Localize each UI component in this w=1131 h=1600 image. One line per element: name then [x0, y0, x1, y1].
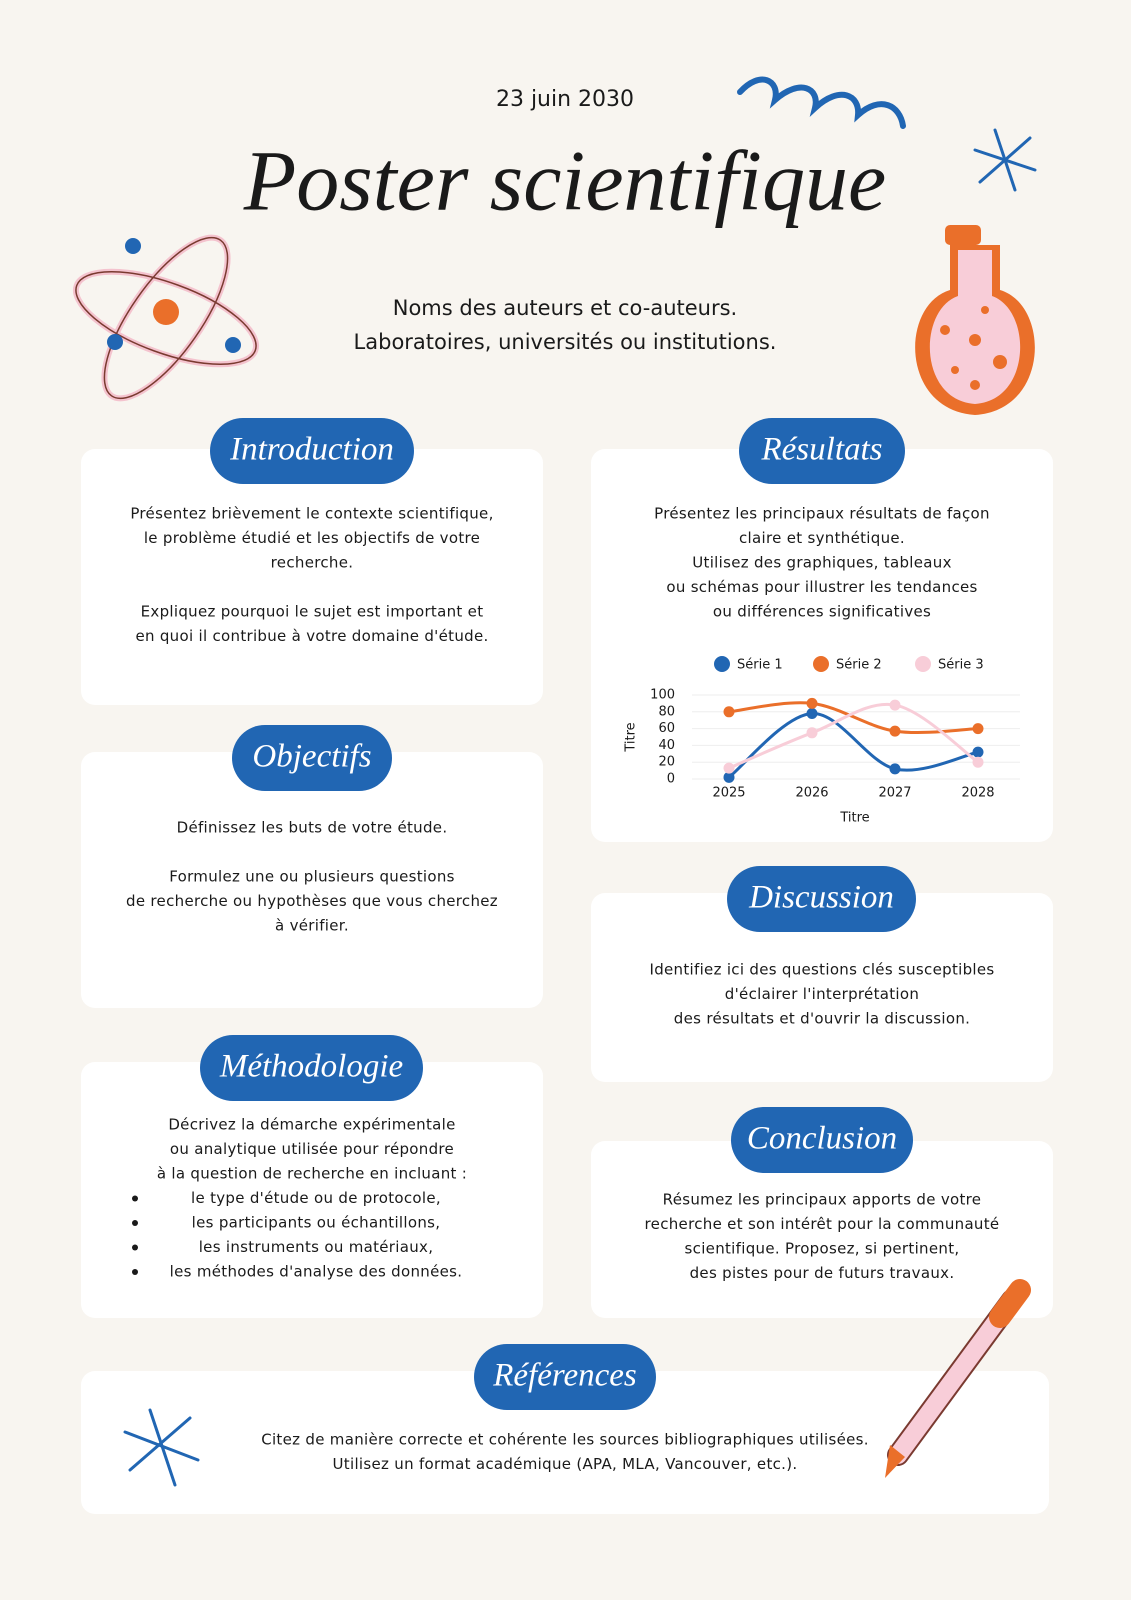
section-text: Décrivez la démarche expérimentale: [168, 1116, 455, 1134]
star-top: [973, 128, 1037, 192]
section-title: Résultats: [761, 432, 883, 468]
section-pill: [232, 725, 392, 791]
legend-marker: [915, 656, 931, 672]
flask: [915, 225, 1035, 415]
y-tick-label: 0: [667, 772, 675, 787]
section-title: Méthodologie: [219, 1049, 403, 1085]
section-text: Citez de manière correcte et cohérente l…: [261, 1431, 869, 1449]
date: 23 juin 2030: [496, 87, 634, 112]
section-pill: [727, 866, 916, 932]
section-card: [81, 1371, 1049, 1514]
x-axis-title: Titre: [839, 811, 869, 826]
y-tick-label: 40: [658, 738, 675, 753]
x-tick-label: 2028: [961, 786, 994, 801]
section-title: Références: [492, 1358, 637, 1394]
section-text: des pistes pour de futurs travaux.: [690, 1264, 955, 1282]
section-title: Conclusion: [747, 1121, 897, 1157]
title: Poster scientifique: [243, 133, 886, 229]
y-axis-title: Titre: [624, 722, 639, 752]
data-point: [972, 723, 984, 735]
data-point: [889, 699, 901, 711]
data-point: [972, 756, 984, 768]
data-point: [806, 727, 818, 739]
series-line: [728, 711, 979, 779]
section-text: Présentez les principaux résultats de fa…: [654, 505, 990, 523]
section-title: Discussion: [748, 880, 894, 916]
section-pill: [210, 418, 414, 484]
legend-marker: [813, 656, 829, 672]
bullet: [132, 1244, 138, 1251]
data-point: [723, 706, 735, 718]
data-point: [723, 771, 735, 783]
bullet: [132, 1269, 138, 1275]
list-item: le type d'étude ou de protocole,: [191, 1189, 441, 1207]
atom: [72, 234, 260, 402]
section-text: de recherche ou hypothèses que vous cher…: [126, 892, 498, 910]
section-text: Identifiez ici des questions clés suscep…: [649, 961, 994, 979]
section-text: Présentez brièvement le contexte scienti…: [130, 505, 493, 523]
section-card: [81, 1062, 543, 1318]
y-tick-label: 20: [658, 755, 675, 770]
section-text: recherche.: [271, 554, 354, 572]
section-text: à la question de recherche en incluant :: [157, 1165, 467, 1183]
legend-label: Série 1: [737, 658, 783, 673]
section-text: Formulez une ou plusieurs questions: [169, 868, 455, 886]
section-card: [81, 752, 543, 1008]
institutions: Laboratoires, universités ou institution…: [354, 330, 777, 354]
legend-label: Série 3: [938, 658, 984, 673]
bullet: [132, 1220, 138, 1226]
series-line: [728, 702, 979, 770]
squiggle: [737, 76, 906, 129]
x-tick-label: 2026: [795, 786, 828, 801]
section-card: [81, 449, 543, 705]
section-card: [591, 1141, 1053, 1318]
section-title: Objectifs: [252, 739, 371, 775]
section-pill: [474, 1344, 656, 1410]
y-tick-label: 60: [658, 721, 675, 736]
list-item: les participants ou échantillons,: [192, 1214, 441, 1232]
section-text: Résumez les principaux apports de votre: [663, 1191, 982, 1209]
section-text: des résultats et d'ouvrir la discussion.: [674, 1010, 970, 1028]
section-card: [591, 893, 1053, 1082]
section-title: Introduction: [229, 432, 394, 468]
y-tick-label: 100: [650, 688, 675, 703]
section-text: Utilisez un format académique (APA, MLA,…: [333, 1455, 798, 1473]
section-text: ou différences significatives: [713, 603, 931, 621]
section-text: le problème étudié et les objectifs de v…: [144, 529, 480, 547]
section-text: Utilisez des graphiques, tableaux: [692, 554, 952, 572]
data-point: [889, 725, 901, 737]
bullet: [132, 1195, 138, 1202]
section-text: ou analytique utilisée pour répondre: [170, 1140, 454, 1158]
x-tick-label: 2025: [712, 786, 745, 801]
authors: Noms des auteurs et co-auteurs.: [393, 296, 737, 320]
section-text: recherche et son intérêt pour la communa…: [645, 1215, 1000, 1233]
section-pill: [200, 1035, 423, 1101]
section-text: scientifique. Proposez, si pertinent,: [685, 1240, 960, 1258]
section-text: Expliquez pourquoi le sujet est importan…: [141, 603, 484, 621]
section-pill: [739, 418, 905, 484]
y-tick-label: 80: [658, 704, 675, 719]
section-pill: [731, 1107, 913, 1173]
section-text: ou schémas pour illustrer les tendances: [666, 578, 977, 596]
list-item: les instruments ou matériaux,: [199, 1238, 434, 1256]
data-point: [723, 762, 735, 774]
data-point: [806, 697, 818, 709]
section-text: en quoi il contribue à votre domaine d'é…: [135, 627, 488, 645]
list-item: les méthodes d'analyse des données.: [170, 1263, 463, 1281]
star-bottom: [123, 1408, 200, 1487]
data-point: [889, 763, 901, 775]
x-tick-label: 2027: [878, 786, 911, 801]
pencil: [885, 1279, 1031, 1478]
legend-label: Série 2: [836, 658, 882, 673]
section-text: claire et synthétique.: [739, 529, 905, 547]
data-point: [972, 746, 984, 758]
section-text: à vérifier.: [275, 917, 349, 935]
section-text: Définissez les buts de votre étude.: [177, 819, 448, 837]
section-text: d'éclairer l'interprétation: [725, 985, 919, 1003]
legend-marker: [714, 656, 730, 672]
data-point: [806, 707, 818, 719]
section-card: [591, 449, 1053, 842]
